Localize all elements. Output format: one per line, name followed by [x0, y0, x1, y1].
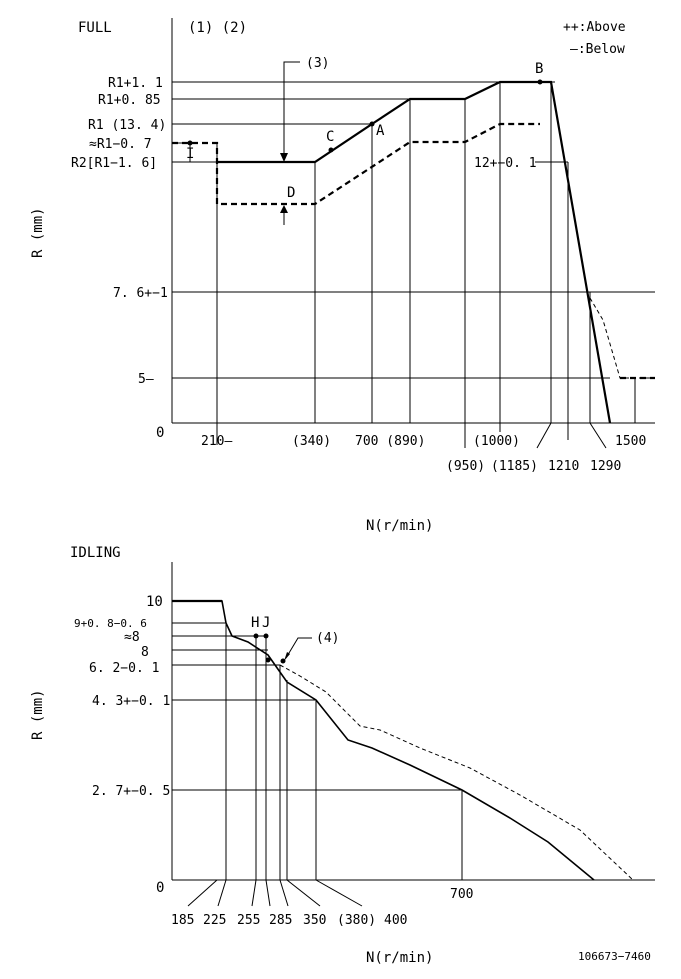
- full-curve-above: [172, 122, 540, 206]
- point-j-marker: [263, 633, 269, 639]
- top-markers: (1) (2): [188, 20, 247, 36]
- idle-x-label-225: 225: [203, 913, 226, 928]
- idle-y-label-8-approx: ≈8: [124, 630, 140, 645]
- idle-x-label-700: 700: [450, 887, 473, 902]
- x-label-1210: 1210: [548, 459, 579, 474]
- y-label-r1-minus-0-7: ≈R1−0. 7: [89, 137, 152, 152]
- marker-4-arrow: [284, 652, 290, 661]
- idle-y-label-8: 8: [141, 645, 149, 660]
- x-label-950: (950): [446, 459, 485, 474]
- leader-350: [286, 879, 321, 907]
- leader-255: [251, 879, 257, 907]
- point-h-label: H: [251, 615, 259, 631]
- point-d-label: D: [287, 185, 295, 201]
- full-x-axis-title: N(r/min): [366, 518, 433, 534]
- point-idle-mid-marker: [265, 657, 271, 663]
- leader-285: [279, 879, 289, 907]
- idling-curve-below: [172, 600, 595, 881]
- idle-y-label-2-7: 2. 7+−0. 5: [92, 784, 170, 799]
- idle-y-label-9: 9+0. 8−0. 6: [74, 617, 147, 630]
- marker-4-point: [280, 658, 286, 664]
- leader-1290: [589, 422, 607, 449]
- idle-y-label-4-3: 4. 3+−0. 1: [92, 694, 170, 709]
- x-label-340: (340): [292, 434, 331, 449]
- footer-code: 106673−7460: [578, 950, 651, 963]
- idling-curve-above: [279, 664, 634, 881]
- idle-y-label-zero: 0: [156, 880, 164, 896]
- point-c-label: C: [326, 129, 334, 145]
- marker-4-label: (4): [316, 631, 339, 646]
- point-i-label: I: [186, 146, 194, 162]
- idle-x-label-285: 285: [269, 913, 292, 928]
- point-b-marker: [537, 79, 543, 85]
- x-label-1185: (1185): [491, 459, 538, 474]
- full-y-axis-title: R (mm): [30, 207, 46, 258]
- leader-380: [315, 879, 363, 907]
- idling-title: IDLING: [70, 545, 121, 561]
- point-a-marker: [369, 121, 375, 127]
- rack-12-label: 12+−0. 1: [474, 156, 537, 171]
- full-chart: FULL (1) (2) ++:Above —:Below: [30, 18, 655, 534]
- leader-225: [217, 879, 227, 907]
- point-j-label: J: [262, 615, 270, 631]
- idle-x-label-380: (380): [337, 913, 376, 928]
- marker-3-label: (3): [306, 56, 329, 71]
- idling-chart: IDLING H: [30, 545, 655, 966]
- leader-1185: [536, 422, 552, 449]
- idle-y-label-10: 10: [146, 594, 163, 610]
- point-b-label: B: [535, 61, 543, 77]
- point-a-label: A: [376, 123, 385, 139]
- y-label-r1-0-85: R1+0. 85: [98, 93, 161, 108]
- x-label-210: 210—: [201, 434, 232, 449]
- x-label-1290: 1290: [590, 459, 621, 474]
- y-label-r1-1-1: R1+1. 1: [108, 76, 163, 91]
- idle-x-label-400: 400: [384, 913, 407, 928]
- marker-3-arrow-down: [280, 153, 288, 162]
- point-c-marker: [328, 147, 334, 153]
- leader-185: [187, 879, 218, 907]
- idle-x-label-255: 255: [237, 913, 260, 928]
- leader-265: [265, 879, 271, 907]
- y-label-zero: 0: [156, 425, 164, 441]
- x-label-1000: (1000): [473, 434, 520, 449]
- y-label-7-6: 7. 6+−1: [113, 286, 168, 301]
- idling-y-axis-title: R (mm): [30, 689, 46, 740]
- x-label-1500: 1500: [615, 434, 646, 449]
- x-label-700-890: 700 (890): [355, 434, 425, 449]
- marker-d-arrow-up: [280, 205, 288, 213]
- y-label-5: 5—: [138, 372, 154, 387]
- idle-x-label-185: 185: [171, 913, 194, 928]
- full-title: FULL: [78, 20, 112, 36]
- y-label-r1: R1 (13. 4): [88, 118, 166, 133]
- idling-x-axis-title: N(r/min): [366, 950, 433, 966]
- legend-above: ++:Above: [563, 20, 626, 35]
- y-label-r2: R2[R1−1. 6]: [71, 156, 157, 171]
- point-h-marker: [253, 633, 259, 639]
- idle-y-label-6-2: 6. 2−0. 1: [89, 661, 159, 676]
- idle-x-label-350: 350: [303, 913, 326, 928]
- marker-3-leader: [283, 61, 300, 158]
- marker-4-leader: [285, 637, 312, 659]
- legend-below: —:Below: [570, 42, 625, 57]
